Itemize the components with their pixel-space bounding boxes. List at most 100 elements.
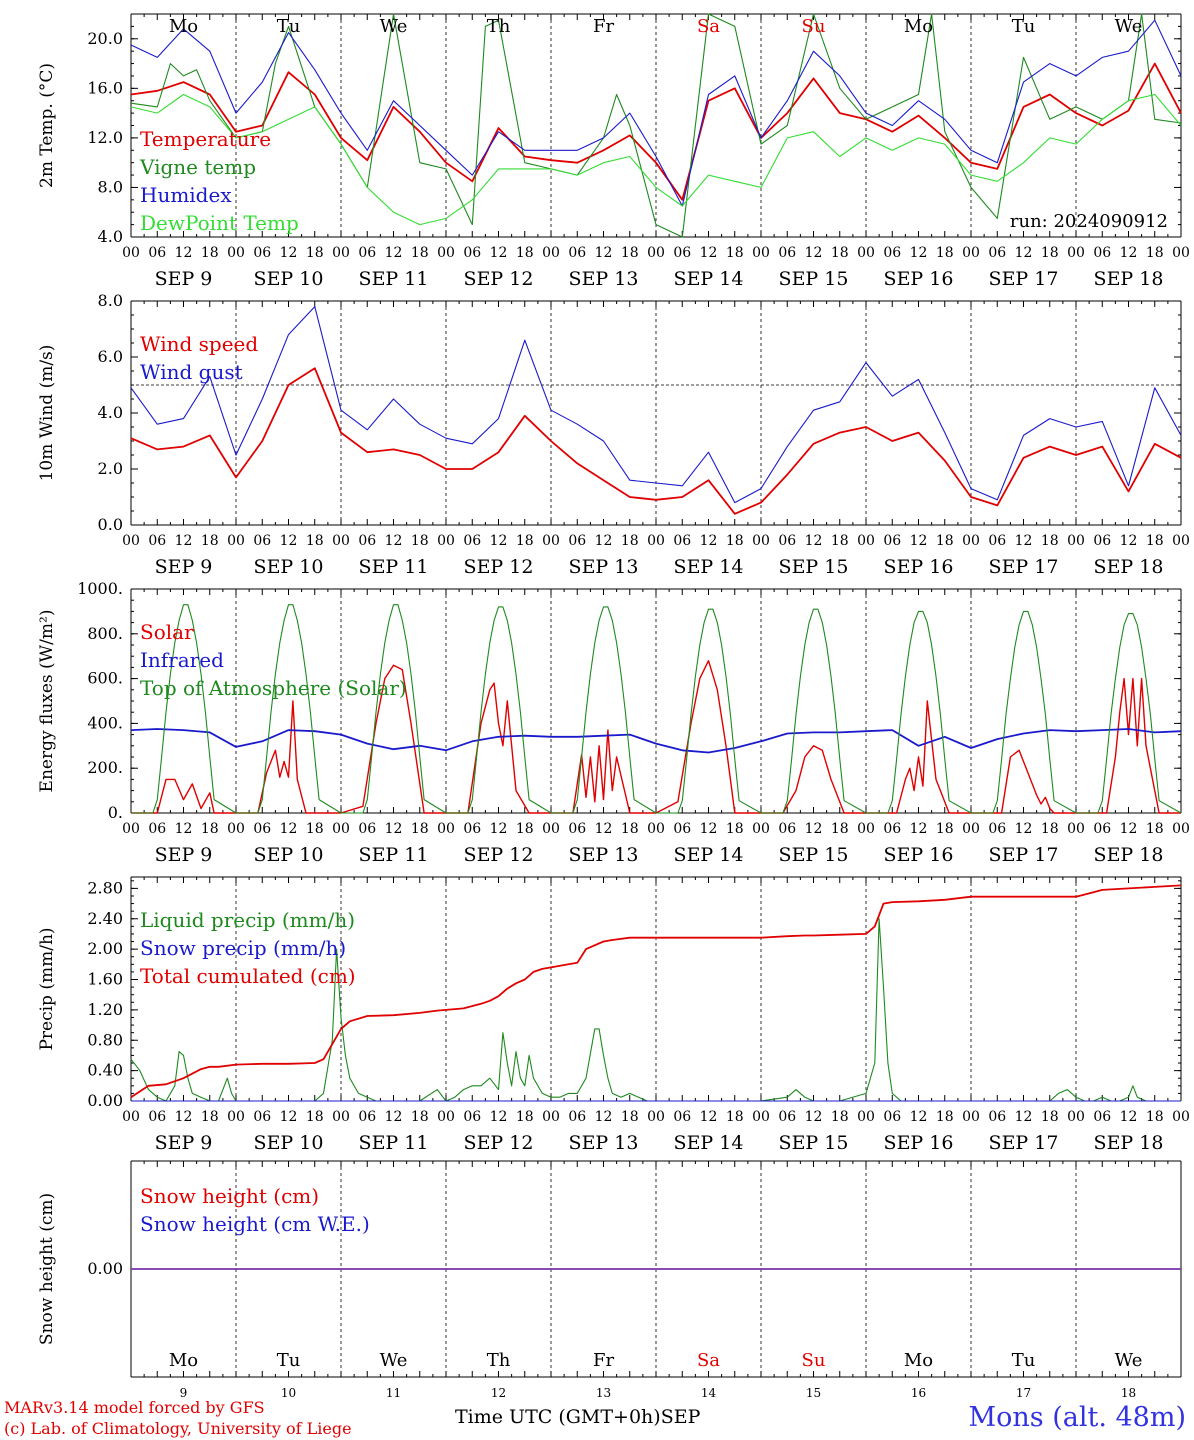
series-line-humidex: [130, 19, 1182, 207]
hour-label: 18: [201, 245, 219, 261]
date-label: SEP 9: [155, 556, 213, 578]
y-tick-label: 1.60: [87, 970, 123, 989]
hour-label: 18: [831, 821, 849, 837]
hour-label: 06: [988, 245, 1006, 261]
weekday-label: Su: [802, 1350, 826, 1371]
hour-label: 00: [227, 821, 245, 837]
weekday-label: Mo: [904, 16, 933, 37]
y-tick-label: 0.00: [87, 1091, 123, 1110]
hour-label: 00: [122, 245, 140, 261]
hour-label: 12: [595, 1109, 613, 1125]
legend-label: Vigne temp: [139, 155, 256, 179]
hour-label: 06: [463, 1109, 481, 1125]
y-tick-label: 0.: [108, 803, 123, 822]
hour-label: 06: [673, 245, 691, 261]
hour-label: 12: [490, 821, 508, 837]
date-label: SEP 12: [464, 268, 534, 290]
weekday-label: We: [1115, 16, 1143, 37]
hour-label: 12: [910, 245, 928, 261]
weekday-label: Sa: [697, 16, 720, 37]
y-tick-label: 0.0: [98, 515, 123, 534]
date-label: SEP 14: [674, 268, 744, 290]
hour-label: 18: [411, 245, 429, 261]
series-line-temperature: [130, 62, 1182, 201]
hour-label: 18: [306, 821, 324, 837]
hour-label: 06: [358, 821, 376, 837]
hour-label: 12: [910, 1109, 928, 1125]
hour-label: 12: [280, 821, 298, 837]
hour-label: 00: [857, 533, 875, 549]
date-label: SEP 16: [884, 844, 954, 866]
day-number-label: 11: [386, 1386, 401, 1400]
hour-label: 12: [805, 821, 823, 837]
hour-label: 00: [1067, 821, 1085, 837]
hour-label: 12: [1015, 245, 1033, 261]
hour-label: 00: [752, 245, 770, 261]
hour-label: 06: [358, 245, 376, 261]
date-label: SEP 10: [254, 1132, 324, 1154]
hour-label: 06: [673, 821, 691, 837]
date-label: SEP 13: [569, 844, 639, 866]
hour-label: 06: [568, 821, 586, 837]
hour-label: 12: [805, 245, 823, 261]
time-axis-title: Time UTC (GMT+0h)SEP: [455, 1406, 701, 1428]
hour-label: 00: [332, 821, 350, 837]
y-tick-label: 600.: [87, 669, 123, 688]
series-line-total-cumulated-cm-: [130, 884, 1182, 1098]
weekday-label: Tu: [1012, 16, 1036, 37]
weekday-label: Su: [802, 16, 826, 37]
hour-label: 00: [332, 1109, 350, 1125]
hour-label: 18: [516, 1109, 534, 1125]
y-tick-label: 2.80: [87, 878, 123, 897]
hour-label: 00: [332, 245, 350, 261]
legend-label: Infrared: [140, 648, 224, 672]
date-label: SEP 11: [359, 556, 429, 578]
date-label: SEP 17: [989, 268, 1059, 290]
hour-label: 00: [437, 1109, 455, 1125]
hour-label: 12: [385, 533, 403, 549]
legend-label: Total cumulated (cm): [140, 964, 356, 988]
series-line-wind-gust: [130, 306, 1182, 504]
hour-label: 06: [1093, 1109, 1111, 1125]
hour-label: 00: [752, 1109, 770, 1125]
hour-label: 18: [1041, 533, 1059, 549]
legend-label: Snow height (cm W.E.): [140, 1212, 370, 1236]
hour-label: 12: [700, 245, 718, 261]
legend-label: Wind speed: [140, 332, 258, 356]
hour-label: 06: [463, 533, 481, 549]
series-line-infrared: [130, 728, 1182, 754]
hour-label: 06: [148, 1109, 166, 1125]
y-tick-label: 2.00: [87, 939, 123, 958]
y-axis-title: Energy fluxes (W/m²): [37, 610, 57, 793]
hour-label: 12: [595, 821, 613, 837]
hour-label: 12: [490, 533, 508, 549]
hour-label: 06: [673, 533, 691, 549]
hour-label: 00: [122, 533, 140, 549]
day-number-label: 10: [281, 1386, 296, 1400]
hour-label: 12: [490, 1109, 508, 1125]
hour-label: 00: [1172, 533, 1190, 549]
hour-label: 18: [201, 821, 219, 837]
hour-label: 12: [175, 533, 193, 549]
date-label: SEP 12: [464, 556, 534, 578]
hour-label: 18: [621, 821, 639, 837]
hour-label: 06: [358, 533, 376, 549]
hour-label: 00: [962, 821, 980, 837]
hour-label: 18: [726, 245, 744, 261]
hour-label: 18: [306, 1109, 324, 1125]
hour-label: 00: [227, 1109, 245, 1125]
day-number-label: 18: [1121, 1386, 1136, 1400]
y-tick-label: 1.20: [87, 1000, 123, 1019]
hour-label: 06: [883, 533, 901, 549]
hour-label: 00: [437, 533, 455, 549]
hour-label: 00: [647, 821, 665, 837]
date-label: SEP 18: [1094, 844, 1164, 866]
y-tick-label: 1000.: [77, 579, 123, 598]
y-tick-label: 4.0: [98, 403, 123, 422]
y-axis-title: Precip (mm/h): [37, 927, 57, 1050]
hour-label: 18: [516, 245, 534, 261]
legend-label: Liquid precip (mm/h): [140, 908, 355, 932]
day-number-label: 17: [1016, 1386, 1031, 1400]
hour-label: 18: [936, 1109, 954, 1125]
hour-label: 00: [962, 533, 980, 549]
